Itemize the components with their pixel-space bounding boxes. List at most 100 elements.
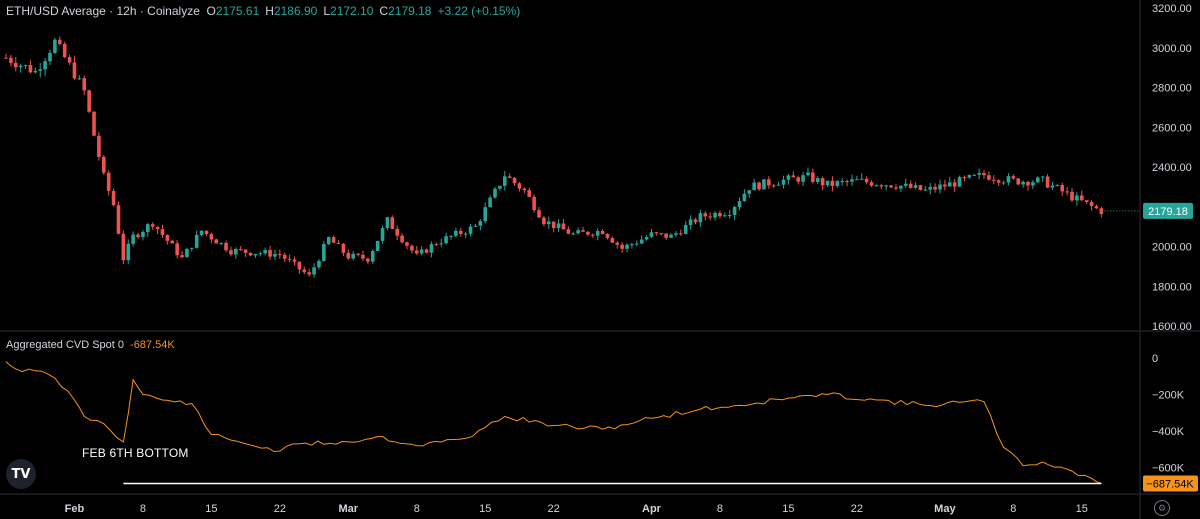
candle-body <box>527 190 532 197</box>
candle-body <box>991 179 996 181</box>
candle-body <box>204 230 209 235</box>
candle-body <box>718 212 722 217</box>
candle-body <box>444 236 448 244</box>
candle-body <box>1075 195 1079 201</box>
candle-body <box>522 188 527 191</box>
candle-body <box>913 185 918 188</box>
price-tick-label: 1800.00 <box>1152 281 1192 293</box>
candle-body <box>229 250 233 255</box>
time-tick-label: 8 <box>140 503 146 515</box>
candle-body <box>1035 177 1040 183</box>
candle-body <box>532 196 536 211</box>
candle-body <box>1045 176 1050 188</box>
candle-body <box>859 178 864 180</box>
candle-body <box>723 215 727 217</box>
candle-body <box>62 43 67 58</box>
time-tick-label: 22 <box>548 503 560 515</box>
candle-body <box>4 57 8 59</box>
candle-body <box>468 226 473 234</box>
candle-body <box>77 78 82 80</box>
candle-body <box>561 223 566 230</box>
candle-body <box>9 57 13 63</box>
time-tick-label: 8 <box>414 503 420 515</box>
candle-body <box>297 261 302 270</box>
candle-body <box>160 229 165 235</box>
candle-body <box>136 234 140 237</box>
candle-body <box>390 217 395 229</box>
settings-gear-icon[interactable]: ⚙ <box>1154 500 1170 516</box>
candle-body <box>1021 181 1025 185</box>
candle-body <box>366 258 370 262</box>
candle-body <box>987 175 991 180</box>
candle-body <box>1006 176 1011 183</box>
candle-body <box>727 215 732 217</box>
candle-body <box>576 230 580 234</box>
candle-body <box>190 247 194 249</box>
candle-body <box>336 242 341 244</box>
candle-body <box>194 234 199 248</box>
candle-body <box>644 236 649 240</box>
indicator-title: Aggregated CVD Spot 0 <box>6 339 125 351</box>
candle-body <box>473 225 478 227</box>
candle-body <box>688 219 693 225</box>
candle-body <box>48 52 52 62</box>
candle-body <box>708 216 712 218</box>
candle-body <box>840 181 844 183</box>
candle-body <box>67 57 72 63</box>
candle-body <box>312 267 316 275</box>
candle-body <box>346 252 351 259</box>
candle-body <box>903 183 908 186</box>
price-pane <box>4 36 1140 278</box>
candle-body <box>502 176 507 186</box>
candle-body <box>581 230 585 232</box>
candle-body <box>938 184 942 190</box>
candle-body <box>410 245 414 251</box>
candle-body <box>13 62 18 68</box>
candle-body <box>375 240 380 251</box>
candle-body <box>370 250 375 262</box>
candle-body <box>106 172 111 191</box>
candle-body <box>214 239 219 244</box>
candle-body <box>449 235 453 237</box>
candle-body <box>659 233 664 235</box>
candle-body <box>507 176 512 178</box>
candle-body <box>630 244 634 246</box>
candle-body <box>762 179 766 190</box>
candle-body <box>322 244 326 261</box>
candle-body <box>781 179 786 185</box>
candle-body <box>757 182 761 190</box>
candle-body <box>855 179 859 181</box>
candle-body <box>664 233 668 238</box>
candle-body <box>234 248 238 255</box>
candle-body <box>894 187 898 189</box>
candle-body <box>830 180 835 186</box>
candle-body <box>493 188 497 198</box>
candle-body <box>141 231 145 237</box>
indicator-value: -687.54K <box>130 339 175 351</box>
candle-body <box>248 252 253 256</box>
candle-body <box>361 254 365 259</box>
candle-body <box>331 237 336 243</box>
tradingview-logo[interactable]: TV <box>6 459 36 489</box>
close-value: 2179.18 <box>388 4 432 18</box>
time-tick-label: 22 <box>274 503 286 515</box>
candle-body <box>238 248 243 250</box>
candle-body <box>463 233 468 235</box>
candle-body <box>639 239 644 244</box>
candle-body <box>243 249 248 253</box>
candle-body <box>962 177 967 179</box>
candle-body <box>180 255 184 258</box>
price-tick-label: 2400.00 <box>1152 162 1192 174</box>
time-tick-label: 22 <box>851 503 863 515</box>
time-tick-label: Mar <box>339 503 359 515</box>
candle-body <box>899 185 903 189</box>
candle-body <box>517 183 522 189</box>
candle-body <box>278 254 282 256</box>
candle-body <box>600 230 605 234</box>
price-tick-label: 2000.00 <box>1152 242 1192 254</box>
candle-body <box>97 135 101 157</box>
candle-body <box>767 179 771 186</box>
candle-body <box>679 233 683 235</box>
price-tick-label: 1600.00 <box>1152 321 1192 333</box>
candle-body <box>996 180 1001 183</box>
